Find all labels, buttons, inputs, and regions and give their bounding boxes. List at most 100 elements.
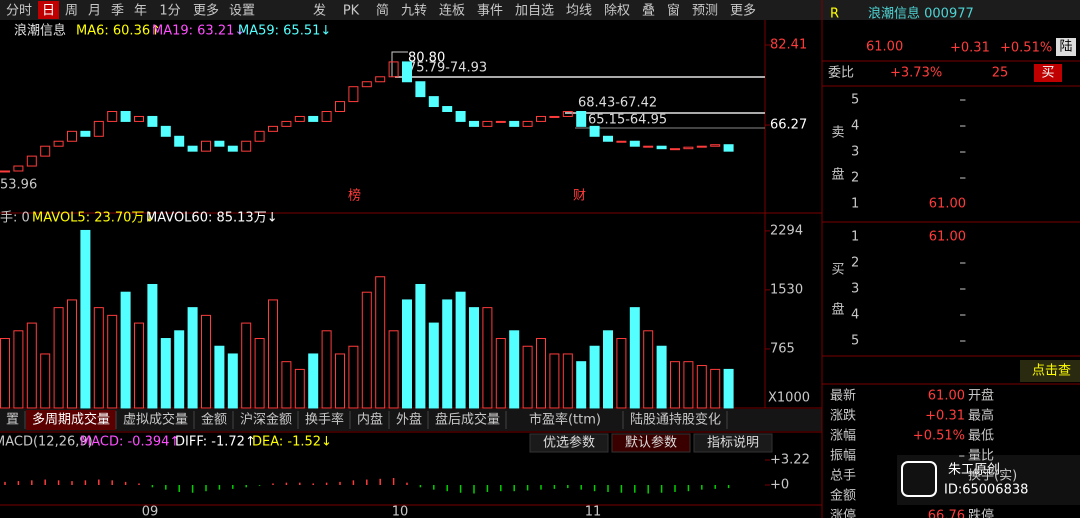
tab[interactable]: 虚拟成交量 <box>123 412 188 428</box>
volume-bar <box>388 330 399 409</box>
toolbar-item[interactable]: 分时 <box>6 4 32 19</box>
vol-tick-label: 765 <box>770 341 795 356</box>
toolbar-item[interactable]: 更多 <box>730 3 756 19</box>
candle <box>388 61 399 78</box>
toolbar-item[interactable]: 九转 <box>401 4 427 19</box>
stat-label: 量比 <box>968 449 994 464</box>
side-label: 卖 <box>831 126 844 141</box>
param-button-label[interactable]: 优选参数 <box>543 435 595 451</box>
toolbar-item[interactable]: 季 <box>111 4 124 19</box>
tab[interactable]: 市盈率(ttm) <box>529 412 601 428</box>
toolbar-item[interactable]: 连板 <box>439 3 465 19</box>
click-hint[interactable]: 点击查 <box>1032 364 1071 379</box>
tab-selected <box>26 410 116 430</box>
tab[interactable]: 多周期成交量 <box>32 412 110 428</box>
book-level: 4 <box>851 119 859 134</box>
buy-button-label[interactable]: 买 <box>1041 66 1054 81</box>
mavol60-label: MAVOL60: 85.13万↓ <box>146 211 278 226</box>
toolbar-item[interactable]: 简 <box>376 3 389 19</box>
book-price: – <box>960 171 967 186</box>
book-volume: – <box>960 256 967 271</box>
toolbar <box>0 0 1080 20</box>
toolbar-item[interactable]: 月 <box>88 4 101 19</box>
volume-bar <box>549 353 560 409</box>
candle <box>415 81 426 98</box>
event-tag: 财 <box>573 189 586 204</box>
click-box[interactable] <box>1020 360 1080 382</box>
param-button[interactable] <box>693 433 773 453</box>
toolbar-item[interactable]: 设置 <box>229 4 255 19</box>
candle <box>93 120 104 137</box>
candle <box>616 140 627 143</box>
volume-bar <box>603 330 613 409</box>
toolbar-item[interactable]: 1分 <box>159 4 180 19</box>
toolbar-item[interactable]: 叠 <box>642 4 655 19</box>
candle <box>495 120 506 123</box>
book-price: – <box>960 308 967 323</box>
param-button-label[interactable]: 默认参数 <box>625 435 677 451</box>
param-button[interactable] <box>529 433 609 453</box>
hk-label: 陆 <box>1059 39 1072 55</box>
book-volume: – <box>960 171 967 186</box>
candle <box>40 145 51 157</box>
vol-tick-label: 2294 <box>770 223 803 238</box>
toolbar-item[interactable]: 加自选 <box>515 4 554 19</box>
zone-label: 65.15-64.95 <box>588 113 667 128</box>
volume-bar <box>93 307 104 409</box>
candle <box>482 120 493 127</box>
tab[interactable]: 外盘 <box>396 412 422 428</box>
tab[interactable]: 陆股通持股变化 <box>630 412 721 428</box>
volume-bar <box>643 330 654 409</box>
book-level: 1 <box>851 197 859 212</box>
toolbar-item[interactable]: 发 <box>313 3 326 19</box>
weicha-value: 25 <box>992 66 1009 81</box>
volume-bar <box>536 338 546 409</box>
volume-bar <box>308 353 319 409</box>
toolbar-item[interactable]: 窗 <box>667 3 680 19</box>
tab[interactable]: 盘后成交量 <box>435 412 500 428</box>
stat-label: 最高 <box>968 408 994 424</box>
toolbar-item[interactable]: 周 <box>65 4 78 19</box>
zone-label: 68.43-67.42 <box>578 96 657 111</box>
stat-label: 振幅 <box>830 449 856 464</box>
param-button[interactable] <box>611 433 691 453</box>
toolbar-item[interactable]: 日 <box>42 4 55 19</box>
volume-bar <box>335 353 345 409</box>
toolbar-item[interactable]: 年 <box>134 4 147 19</box>
book-price: – <box>960 93 967 108</box>
tab[interactable]: 置 <box>6 413 19 428</box>
book-price: 61.00 <box>929 197 966 212</box>
volume-bar <box>589 345 600 409</box>
candle <box>241 140 252 152</box>
volume-bar <box>294 368 305 409</box>
toolbar-item[interactable]: 均线 <box>566 4 592 19</box>
tab[interactable]: 金额 <box>201 412 227 428</box>
month-label: 11 <box>585 505 602 518</box>
price-pct: +0.51% <box>1000 41 1052 56</box>
vol-head: 手: 0 <box>0 211 30 226</box>
watermark: 朱工原创 <box>948 463 1000 478</box>
tab[interactable]: 内盘 <box>357 412 383 428</box>
toolbar-item[interactable]: 更多 <box>193 3 219 19</box>
param-button-label[interactable]: 指标说明 <box>707 436 759 451</box>
candle <box>67 130 77 142</box>
buy-button[interactable] <box>1034 64 1062 82</box>
last-price: 61.00 <box>866 40 903 55</box>
candle <box>107 110 118 122</box>
toolbar-item[interactable]: PK <box>343 4 360 19</box>
candle <box>321 110 332 122</box>
book-volume: – <box>960 282 967 297</box>
stat-value: – <box>959 449 966 464</box>
stat-label: 涨跌 <box>830 408 856 424</box>
tab[interactable]: 换手率 <box>305 412 344 428</box>
toolbar-item[interactable]: 预测 <box>692 4 718 19</box>
stat-label: 金额 <box>830 488 856 504</box>
tab[interactable]: 沪深金额 <box>240 412 292 428</box>
candle <box>576 110 587 127</box>
volume-bar <box>495 338 506 409</box>
toolbar-item[interactable]: 除权 <box>604 3 630 19</box>
book-volume: – <box>960 145 967 160</box>
month-label: 09 <box>142 505 159 518</box>
toolbar-item[interactable]: 事件 <box>477 4 503 19</box>
volume-bar <box>442 299 453 409</box>
